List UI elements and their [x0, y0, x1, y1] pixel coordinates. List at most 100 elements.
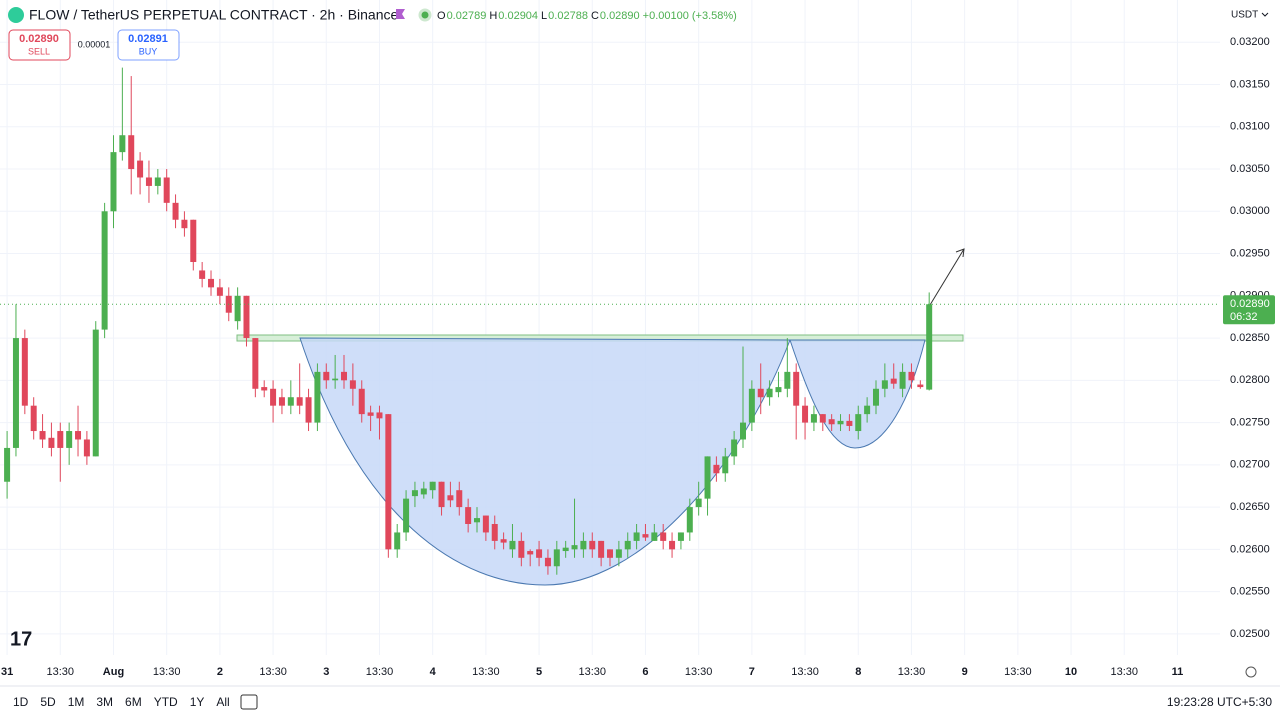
candle-body: [855, 414, 862, 432]
x-tick-label: 13:30: [472, 666, 500, 678]
candle-body: [837, 420, 844, 425]
candle-body: [527, 551, 534, 555]
ohlc-value: 0.02890: [600, 10, 640, 22]
candle-body: [642, 534, 649, 538]
candle-body: [624, 540, 631, 550]
candle-body: [4, 447, 11, 482]
y-tick-label: 0.02850: [1230, 332, 1270, 344]
buy-price: 0.02891: [128, 33, 168, 45]
candle-body: [323, 371, 330, 381]
candle-body: [748, 388, 755, 423]
candle-body: [21, 338, 28, 406]
candle-body: [793, 371, 800, 406]
ohlc-legend: O 0.02789 H 0.02904 L 0.02788 C 0.02890 +0.00100…: [437, 10, 737, 22]
candle-body: [145, 177, 152, 186]
candle-body: [651, 532, 658, 541]
candle-body: [190, 219, 197, 262]
x-tick-label: 4: [430, 666, 437, 678]
range-button[interactable]: YTD: [154, 695, 178, 709]
ohlc-value: 0.02789: [447, 10, 487, 22]
candle-body: [447, 495, 454, 501]
x-tick-label: 31: [1, 666, 13, 678]
ohlc-key: C: [591, 10, 599, 22]
sell-button[interactable]: [8, 29, 71, 61]
candle-body: [66, 431, 73, 448]
candle-body: [571, 545, 578, 550]
y-tick-label: 0.02950: [1230, 247, 1270, 259]
x-tick-label: Aug: [103, 666, 124, 678]
candle-body: [270, 388, 277, 406]
candle-body: [607, 549, 613, 558]
candle-body: [30, 405, 37, 432]
x-tick-label: 13:30: [1110, 666, 1138, 678]
range-button[interactable]: 1Y: [190, 695, 205, 709]
candle-body: [305, 397, 312, 423]
candle-body: [482, 515, 489, 533]
x-tick-label: 10: [1065, 666, 1077, 678]
candle-body: [864, 405, 871, 415]
x-tick-label: 13:30: [47, 666, 75, 678]
candle-body: [110, 152, 117, 212]
candle-body: [828, 419, 835, 425]
x-tick-label: 13:30: [366, 666, 394, 678]
y-tick-label: 0.02700: [1230, 459, 1270, 471]
x-tick-label: 13:30: [685, 666, 713, 678]
y-tick-label: 0.03050: [1230, 163, 1270, 175]
candle-body: [163, 177, 170, 203]
candle-body: [278, 397, 285, 406]
countdown: 06:32: [1230, 311, 1258, 323]
candle-body: [341, 371, 348, 381]
settings-icon[interactable]: [1245, 666, 1257, 678]
range-button[interactable]: All: [216, 695, 229, 709]
x-tick-label: 9: [962, 666, 968, 678]
currency-selector[interactable]: USDT: [1231, 10, 1258, 21]
range-button[interactable]: 3M: [96, 695, 113, 709]
candle-body: [518, 540, 525, 558]
candle-body: [775, 387, 782, 393]
candle-body: [48, 437, 55, 448]
ohlc-change: +0.00100 (+3.58%): [643, 10, 737, 22]
last-price-label: 0.02890: [1230, 298, 1270, 310]
x-tick-label: 13:30: [153, 666, 181, 678]
candle-body: [633, 532, 640, 541]
candle-body: [128, 135, 135, 170]
candle-body: [704, 456, 711, 499]
candle-body: [491, 524, 498, 541]
candle-body: [438, 481, 445, 508]
y-tick-label: 0.02500: [1230, 628, 1270, 640]
sell-label: SELL: [28, 46, 50, 56]
y-tick-label: 0.02600: [1230, 543, 1270, 555]
candle-body: [686, 507, 693, 533]
candle-body: [598, 540, 605, 558]
candle-body: [500, 539, 507, 543]
y-tick-label: 0.03000: [1230, 205, 1270, 217]
range-button[interactable]: 1D: [13, 695, 29, 709]
candle-body: [314, 371, 321, 423]
candle-body: [465, 507, 472, 524]
x-tick-label: 13:30: [259, 666, 287, 678]
range-button[interactable]: 6M: [125, 695, 142, 709]
candle-body: [101, 211, 108, 330]
candle-body: [810, 414, 817, 423]
candle-body: [580, 540, 587, 550]
candle-body: [846, 420, 853, 426]
date-range-icon[interactable]: [240, 694, 258, 710]
y-tick-label: 0.02550: [1230, 586, 1270, 598]
buy-button[interactable]: [117, 29, 180, 61]
y-tick-label: 0.02750: [1230, 416, 1270, 428]
candle-body: [420, 488, 427, 495]
candle-body: [376, 412, 383, 419]
range-button[interactable]: 5D: [40, 695, 56, 709]
candle-body: [589, 540, 596, 550]
candle-body: [92, 329, 99, 457]
x-tick-label: 6: [642, 666, 648, 678]
candle-body: [562, 547, 569, 552]
candle-body: [509, 540, 516, 550]
range-button[interactable]: 1M: [68, 695, 85, 709]
arrow-line: [929, 248, 965, 306]
candle-body: [615, 549, 622, 558]
y-tick-label: 0.02650: [1230, 501, 1270, 513]
candle-body: [713, 464, 720, 474]
candle-body: [358, 388, 365, 415]
